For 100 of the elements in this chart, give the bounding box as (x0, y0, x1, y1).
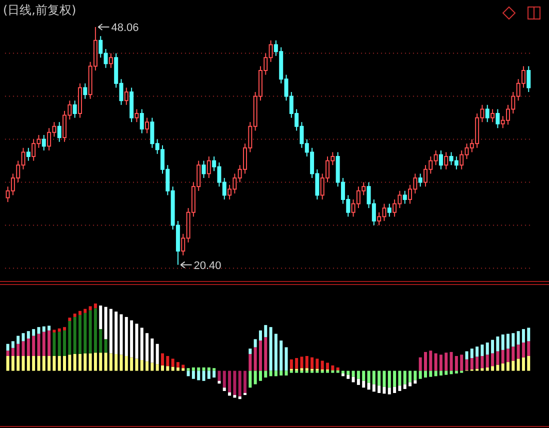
bar (140, 360, 144, 371)
candlestick (124, 87, 128, 106)
bar (305, 368, 308, 371)
bar (512, 360, 515, 371)
bar (258, 340, 262, 371)
bar (135, 358, 138, 371)
bar (26, 331, 30, 339)
bar (284, 347, 288, 371)
bar (516, 331, 520, 345)
bar (94, 352, 97, 371)
bar (37, 356, 40, 371)
annotation: 20.40 (194, 260, 222, 272)
bar (11, 348, 14, 356)
bar (305, 356, 308, 368)
bar (372, 384, 376, 392)
bar (414, 380, 417, 384)
bar (160, 365, 164, 371)
bar (429, 370, 432, 377)
bar (68, 321, 72, 355)
bar (166, 356, 170, 366)
bar (491, 340, 494, 354)
bar (42, 332, 46, 356)
bar (486, 354, 489, 368)
bar (326, 362, 330, 370)
bar (290, 359, 293, 369)
bar (26, 338, 30, 356)
bar (94, 308, 97, 353)
bar (280, 340, 283, 371)
bar (465, 359, 468, 370)
bar (37, 334, 40, 356)
bar (48, 330, 51, 356)
bar (274, 370, 278, 376)
bar (182, 364, 185, 368)
bar (522, 357, 525, 371)
bar (58, 332, 61, 356)
bar (78, 310, 82, 315)
bar (280, 370, 283, 376)
bar (476, 356, 479, 369)
bar (316, 358, 319, 369)
bar (300, 356, 304, 368)
bar (228, 370, 232, 392)
candlestick (202, 160, 206, 178)
bar (11, 356, 14, 371)
bar (124, 356, 128, 371)
bar (388, 370, 391, 388)
bar (233, 370, 236, 396)
bar (331, 365, 334, 370)
bar (52, 330, 56, 332)
bar (58, 356, 61, 371)
bar (372, 370, 376, 384)
bar (418, 357, 422, 371)
bar (233, 395, 236, 398)
bar (300, 368, 304, 371)
bar (418, 370, 422, 379)
bar (450, 352, 453, 371)
bar (356, 378, 360, 385)
bar (16, 336, 20, 344)
bar (356, 370, 360, 379)
bar (274, 334, 278, 371)
bar (522, 342, 525, 358)
bar (346, 374, 350, 379)
candlestick (83, 82, 88, 100)
bar (63, 327, 66, 330)
bar (352, 376, 355, 382)
bar (42, 326, 46, 332)
candlestick (42, 134, 46, 151)
bar (341, 370, 344, 374)
bar (22, 333, 25, 342)
candlestick (526, 66, 531, 92)
bar (254, 370, 257, 384)
bar (63, 356, 66, 371)
bar (238, 370, 242, 396)
bar (398, 386, 402, 391)
bar (52, 356, 56, 371)
bar (382, 386, 386, 394)
bar (480, 368, 484, 371)
bar (454, 370, 458, 374)
chart-title: (日线,前复权) (3, 2, 76, 19)
bar (382, 370, 386, 387)
bar (150, 362, 154, 371)
bar (450, 370, 453, 374)
bar (393, 386, 396, 394)
bar (506, 334, 510, 349)
candlestick (145, 117, 150, 134)
bar (58, 328, 61, 332)
bar (465, 351, 468, 360)
bar (336, 367, 340, 370)
bar (222, 370, 226, 388)
bar (403, 370, 406, 384)
bar (84, 312, 87, 354)
bar (16, 356, 20, 371)
bar (367, 382, 370, 390)
bar (527, 341, 530, 356)
bar (88, 310, 92, 354)
bar (63, 330, 66, 356)
bar (99, 352, 102, 371)
candlestick (206, 156, 211, 178)
bar (454, 356, 458, 371)
bar (512, 346, 515, 361)
annotation: 48.06 (111, 22, 139, 34)
